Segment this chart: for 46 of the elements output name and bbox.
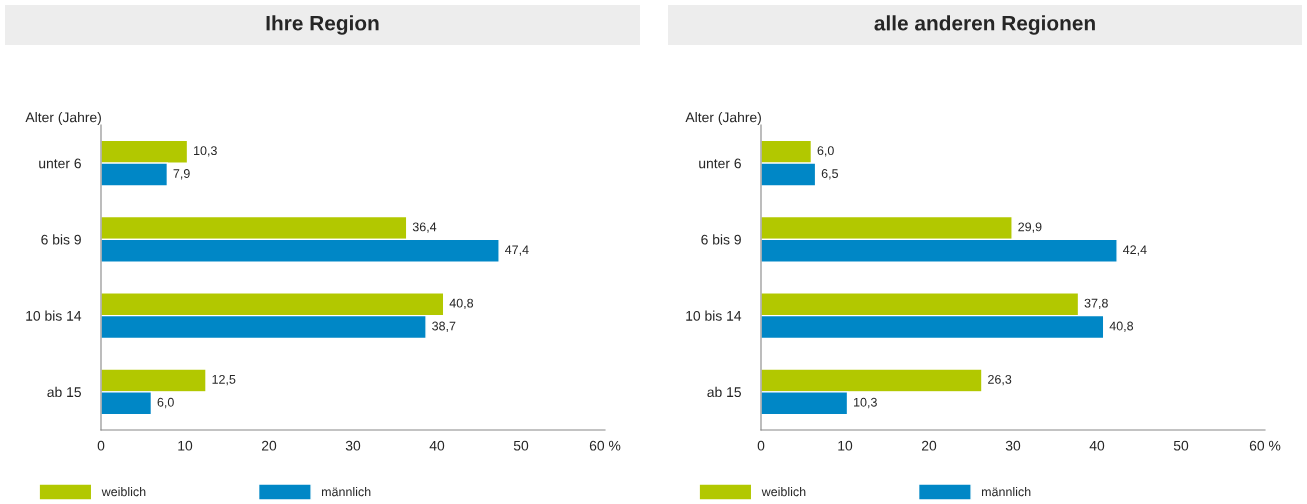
y-tick-label: 10 bis 14 [26,310,82,321]
y-tick-label: 10 bis 14 [686,310,742,321]
data-label: 12,5 [212,374,236,386]
data-label: 6,5 [821,169,839,180]
data-label: 26,3 [988,374,1012,386]
y-tick-label: unter 6 [699,158,741,169]
y-tick-label: ab 15 [47,386,81,398]
y-axis-title: Alter (Jahre) [25,112,101,125]
data-label: 37,8 [1084,298,1108,310]
legend-label: männlich [321,487,371,497]
x-tick-label: 60 % [1249,440,1281,451]
data-label: 40,8 [449,298,474,310]
data-label: 7,9 [173,169,190,180]
x-tick-label: 50 [513,440,529,451]
legend-label: weiblich [101,487,146,497]
x-tick-label: 30 [345,440,361,451]
x-tick-label: 40 [429,440,445,451]
x-tick-label: 60 % [589,440,621,451]
x-tick-label: 30 [1005,440,1021,451]
data-label: 42,4 [1123,245,1147,256]
data-label: 47,4 [505,245,529,256]
x-tick-label: 0 [97,440,105,451]
x-tick-label: 0 [757,440,765,451]
data-label: 36,4 [412,222,437,233]
data-label: 40,8 [1109,321,1134,332]
y-tick-label: 6 bis 9 [41,234,81,245]
y-tick-label: unter 6 [39,158,81,169]
legend-label: männlich [981,487,1031,497]
x-tick-label: 50 [1173,440,1189,451]
data-label: 38,7 [432,321,456,332]
data-label: 6,0 [817,146,834,157]
y-tick-label: ab 15 [707,386,741,398]
x-tick-label: 40 [1089,440,1105,451]
data-label: 10,3 [854,397,877,409]
data-label: 6,0 [157,397,174,409]
x-tick-label: 10 [178,440,193,451]
y-axis-title: Alter (Jahre) [685,112,761,125]
data-label: 29,9 [1018,222,1042,233]
x-tick-label: 10 [838,440,853,451]
y-tick-label: 6 bis 9 [701,234,741,245]
data-label: 10,3 [194,146,217,157]
chart-title: Ihre Region [266,15,379,35]
x-tick-label: 20 [261,440,277,451]
legend-label: weiblich [761,487,806,497]
x-tick-label: 20 [921,440,937,451]
chart-title: alle anderen Regionen [874,15,1095,35]
